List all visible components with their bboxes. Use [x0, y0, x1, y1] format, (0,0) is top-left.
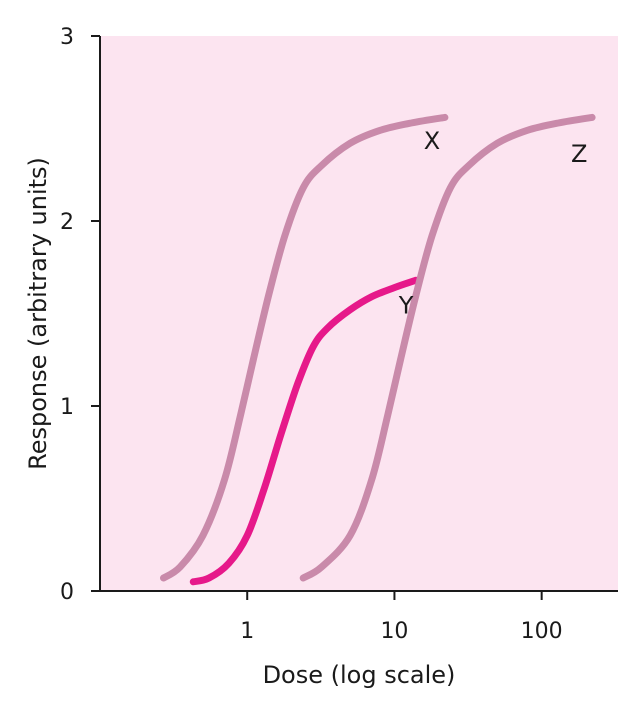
curve-x	[160, 113, 449, 582]
curve-y	[189, 276, 420, 586]
y-axis-ticks: 0 1 2 3	[60, 25, 100, 605]
curves-layer	[160, 113, 596, 586]
x-axis-ticks: 1 10 100	[240, 591, 563, 644]
x-tick-label: 100	[521, 619, 563, 644]
curve-z	[299, 113, 596, 582]
x-axis-title: Dose (log scale)	[263, 661, 456, 689]
x-tick-label: 10	[380, 619, 408, 644]
y-tick-label: 1	[60, 395, 74, 420]
y-tick-label: 0	[60, 580, 74, 605]
y-axis-title: Response (arbitrary units)	[24, 157, 52, 470]
curve-label-y: Y	[398, 292, 414, 320]
series-labels: X Y Z	[398, 127, 588, 320]
x-tick-label: 1	[240, 619, 254, 644]
curve-label-z: Z	[571, 140, 587, 168]
curve-label-x: X	[424, 127, 440, 155]
y-tick-label: 3	[60, 25, 74, 50]
y-tick-label: 2	[60, 210, 74, 235]
